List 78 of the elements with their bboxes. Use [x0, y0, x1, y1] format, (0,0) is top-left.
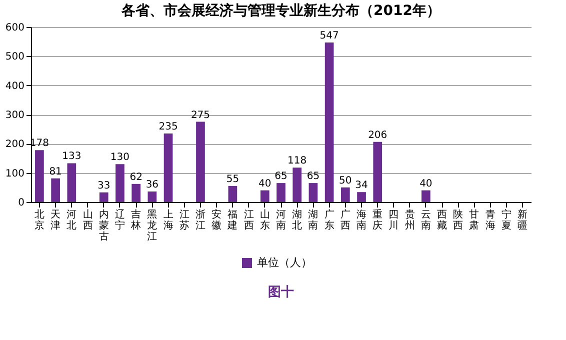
data-label: 40	[420, 178, 432, 190]
x-tick-label: 安徽	[212, 208, 222, 232]
text: 图十	[268, 285, 294, 300]
bar	[422, 190, 430, 202]
data-label: 50	[339, 175, 352, 186]
data-label: 55	[226, 174, 240, 185]
bar	[260, 190, 270, 202]
data-label: 130	[110, 152, 130, 164]
x-tick-label: 山东	[260, 208, 270, 232]
x-tick-label: 福建	[226, 208, 238, 232]
y-tick-label: 100	[5, 168, 24, 180]
x-tick-label: 西藏	[437, 210, 448, 232]
y-tick-label: 400	[5, 80, 24, 92]
x-tick-label: 山西	[82, 208, 93, 232]
y-tick-label: 600	[5, 22, 24, 34]
x-tick-label: 重庆	[372, 208, 383, 232]
y-tick-label: 500	[5, 52, 24, 63]
x-tick-label: 江苏	[179, 208, 190, 232]
x-tick-label: 甘肃	[469, 208, 480, 232]
bar	[35, 150, 44, 202]
x-tick-label: 广西	[340, 208, 350, 232]
bar	[148, 192, 157, 202]
data-label: 547	[320, 30, 339, 42]
bar	[116, 164, 124, 202]
data-label: 118	[288, 156, 307, 167]
x-tick-label: 江西	[244, 208, 254, 232]
bar	[164, 133, 173, 202]
x-tick-label: 贵州	[404, 208, 415, 232]
y-tick-label: 200	[5, 139, 24, 150]
bar	[308, 183, 318, 202]
legend-label: 单位（人）	[257, 256, 312, 269]
bar	[357, 192, 366, 202]
data-label: 62	[130, 172, 142, 183]
chart-title: 各省、市会展经济与管理专业新生分布（2012年）	[120, 2, 440, 19]
x-tick-label: 浙江	[195, 208, 206, 232]
x-tick-label: 黑龙江	[147, 210, 158, 242]
x-tick-label: 河南	[276, 208, 286, 232]
bar	[276, 183, 286, 202]
data-label: 133	[62, 151, 82, 162]
x-tick-label: 内蒙古	[98, 208, 109, 242]
data-label: 36	[146, 180, 159, 190]
bar	[132, 184, 140, 202]
x-tick-label: 云南	[420, 210, 431, 232]
x-tick-label: 湖北	[292, 208, 302, 232]
bar	[292, 168, 302, 202]
x-tick-label: 河北	[66, 208, 77, 232]
x-tick-label: 上海	[163, 208, 174, 232]
x-tick-label: 湖南	[308, 208, 318, 232]
bar	[373, 142, 382, 202]
x-tick-label: 北京	[34, 208, 44, 232]
data-label: 81	[49, 166, 62, 178]
x-tick-label: 广东	[324, 208, 334, 232]
x-tick-label: 天津	[50, 210, 61, 232]
bar	[51, 178, 60, 202]
x-tick-label: 新疆	[518, 208, 528, 232]
x-tick-label: 海南	[356, 208, 367, 232]
data-label: 34	[355, 180, 368, 192]
x-tick-label: 青海	[485, 208, 496, 232]
y-tick-label: 300	[5, 110, 24, 121]
bar	[228, 186, 238, 202]
data-label: 40	[258, 178, 272, 190]
bar	[67, 163, 76, 202]
x-tick-label: 陕西	[453, 208, 464, 232]
data-label: 65	[274, 171, 288, 182]
data-label: 275	[190, 110, 210, 121]
data-label: 65	[306, 171, 320, 182]
bar	[99, 192, 108, 202]
bar	[324, 42, 334, 202]
y-tick-label: 0	[18, 198, 24, 208]
data-label: 235	[158, 121, 178, 132]
data-label: 33	[98, 180, 110, 192]
x-tick-label: 宁夏	[501, 208, 512, 232]
data-label: 206	[368, 130, 388, 141]
bar	[340, 187, 350, 202]
bar	[196, 122, 205, 202]
x-tick-label: 吉林	[130, 208, 142, 232]
x-tick-label: 四川	[388, 210, 399, 232]
x-tick-label: 辽宁	[114, 208, 125, 232]
